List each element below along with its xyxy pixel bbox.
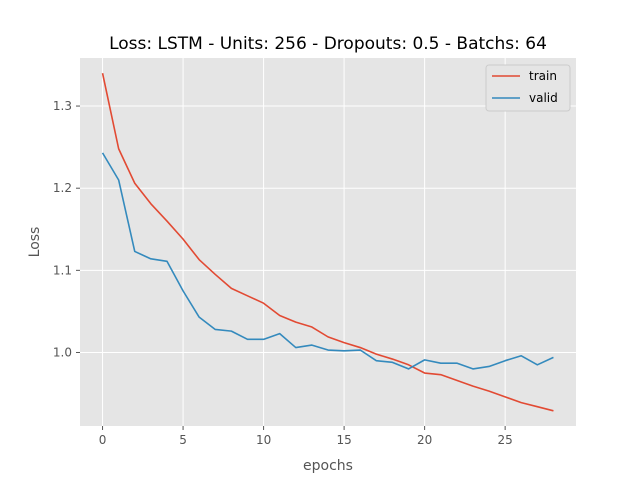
x-axis-label: epochs [303, 458, 353, 474]
x-ticks: 0 5 10 15 20 25 [99, 426, 513, 447]
x-tick-label: 15 [336, 433, 351, 447]
chart-title: Loss: LSTM - Units: 256 - Dropouts: 0.5 … [109, 34, 547, 54]
x-tick-label: 20 [417, 433, 432, 447]
y-ticks: 1.0 1.1 1.2 1.3 [53, 99, 80, 359]
x-tick-label: 0 [99, 433, 107, 447]
y-tick-label: 1.0 [53, 345, 72, 359]
plot-area [80, 58, 576, 426]
y-tick-label: 1.3 [53, 99, 72, 113]
series-group [101, 73, 554, 412]
x-tick-label: 10 [256, 433, 271, 447]
y-tick-label: 1.2 [53, 181, 72, 195]
y-tick-label: 1.1 [53, 263, 72, 277]
x-tick-label: 5 [179, 433, 187, 447]
legend-label-train: train [529, 69, 557, 83]
series-line-train [101, 73, 554, 412]
legend-label-valid: valid [529, 91, 558, 105]
y-axis-label: Loss [27, 227, 43, 258]
x-tick-label: 25 [498, 433, 513, 447]
series-line-valid [101, 152, 554, 370]
legend: train valid [485, 64, 571, 112]
